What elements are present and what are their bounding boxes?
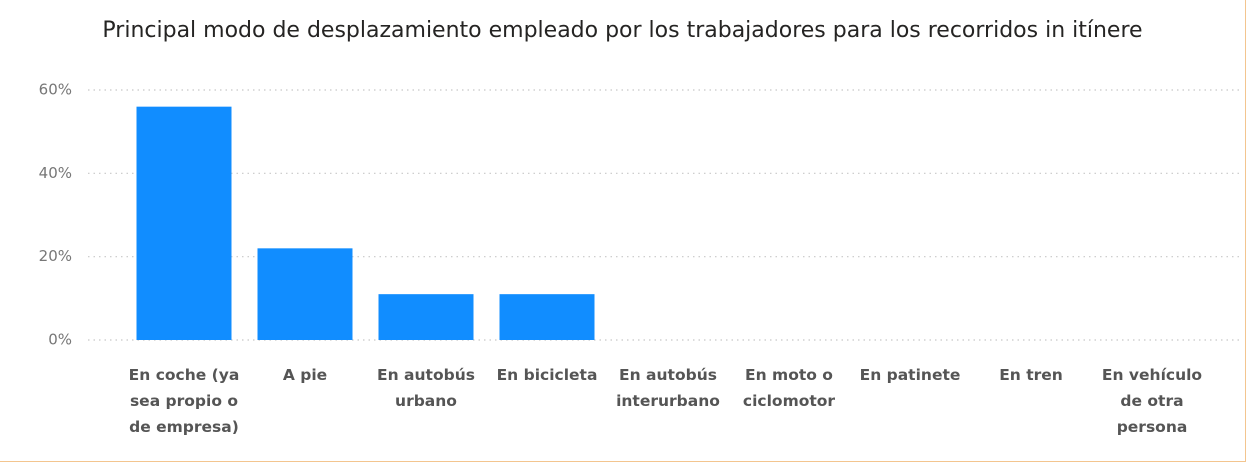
x-tick-label: En autobús urbano (377, 366, 475, 410)
bar (378, 294, 474, 340)
y-tick-label: 40% (39, 164, 72, 182)
x-tick-label: A pie (282, 366, 328, 384)
x-tick-label: En bicicleta (496, 366, 598, 384)
y-tick-label: 0% (48, 331, 72, 349)
x-tick-label: En coche (ya sea propio o de empresa) (128, 366, 240, 436)
x-tick-label: En patinete (859, 366, 961, 384)
bar (257, 248, 353, 340)
bar (136, 106, 232, 341)
x-tick-label: En moto o ciclomotor (742, 366, 836, 410)
y-tick-label: 60% (39, 81, 72, 99)
chart-title: Principal modo de desplazamiento emplead… (102, 18, 1143, 43)
bar (499, 294, 595, 340)
x-tick-label: En autobús interurbano (616, 366, 720, 410)
y-tick-label: 20% (39, 247, 72, 265)
x-tick-label: En tren (999, 366, 1063, 384)
x-tick-label: En vehículo de otra persona (1101, 366, 1203, 436)
